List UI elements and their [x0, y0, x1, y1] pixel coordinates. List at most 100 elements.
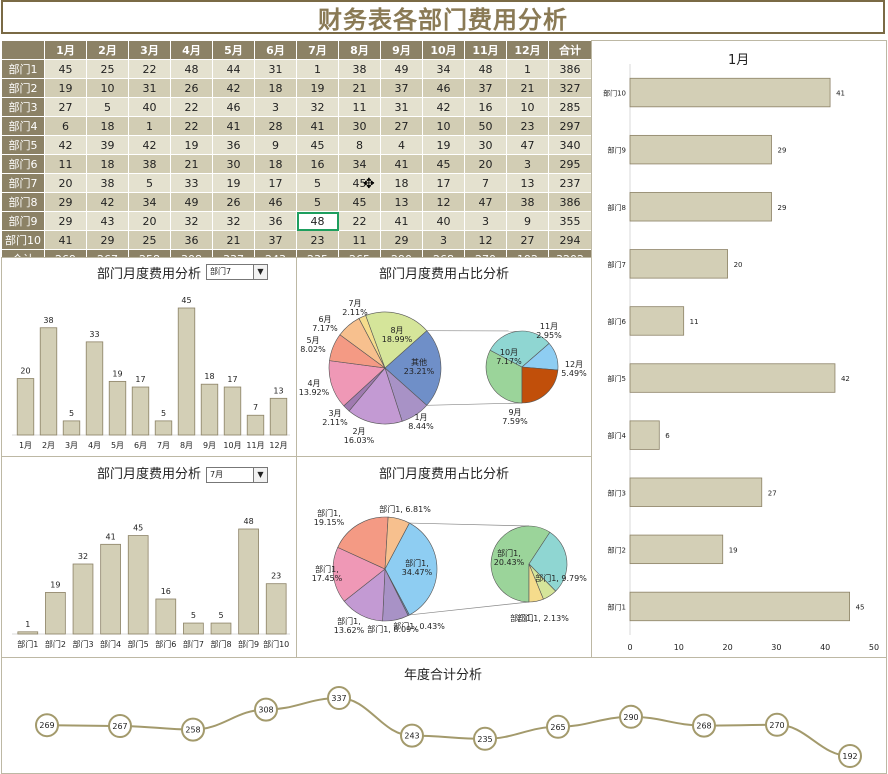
table-cell[interactable]: 19: [422, 135, 465, 155]
table-cell[interactable]: 49: [170, 192, 213, 212]
table-cell[interactable]: 50: [464, 116, 507, 136]
table-cell[interactable]: 19: [44, 78, 87, 98]
table-cell[interactable]: 41: [380, 211, 423, 231]
row-header[interactable]: 部门9: [1, 211, 45, 231]
table-cell[interactable]: 297: [548, 116, 592, 136]
column-header[interactable]: 10月: [422, 40, 465, 60]
table-cell[interactable]: 13: [506, 173, 549, 193]
table-cell[interactable]: 22: [128, 59, 171, 79]
column-header[interactable]: 3月: [128, 40, 171, 60]
table-cell[interactable]: 41: [44, 230, 87, 250]
table-cell[interactable]: 29: [86, 230, 129, 250]
row-header[interactable]: 部门2: [1, 78, 45, 98]
table-cell[interactable]: 45: [338, 192, 381, 212]
dept-select-dropdown[interactable]: 部门7 ▼: [206, 264, 268, 280]
table-cell[interactable]: 19: [296, 78, 339, 98]
table-cell[interactable]: 20: [44, 173, 87, 193]
table-cell[interactable]: 29: [44, 192, 87, 212]
table-cell[interactable]: 5: [86, 97, 129, 117]
table-cell[interactable]: 42: [44, 135, 87, 155]
table-cell[interactable]: 31: [254, 59, 297, 79]
table-cell[interactable]: 6: [44, 116, 87, 136]
table-cell[interactable]: 13: [380, 192, 423, 212]
table-cell[interactable]: 29: [380, 230, 423, 250]
table-cell[interactable]: 45: [296, 135, 339, 155]
row-header[interactable]: 部门5: [1, 135, 45, 155]
row-header[interactable]: 部门8: [1, 192, 45, 212]
table-cell[interactable]: 18: [86, 154, 129, 174]
column-header[interactable]: 8月: [338, 40, 381, 60]
column-header[interactable]: 1月: [44, 40, 87, 60]
table-cell[interactable]: 10: [86, 78, 129, 98]
table-cell[interactable]: 11: [44, 154, 87, 174]
row-header[interactable]: 部门1: [1, 59, 45, 79]
table-cell[interactable]: 38: [506, 192, 549, 212]
table-cell[interactable]: 237: [548, 173, 592, 193]
table-cell[interactable]: 46: [254, 192, 297, 212]
table-cell[interactable]: 8: [338, 135, 381, 155]
column-header[interactable]: 9月: [380, 40, 423, 60]
table-cell[interactable]: 41: [296, 116, 339, 136]
table-cell[interactable]: 46: [422, 78, 465, 98]
table-cell[interactable]: 20: [464, 154, 507, 174]
table-cell[interactable]: 23: [506, 116, 549, 136]
table-cell[interactable]: 1: [296, 59, 339, 79]
table-cell[interactable]: 29: [44, 211, 87, 231]
table-cell[interactable]: 32: [170, 211, 213, 231]
row-header[interactable]: 部门10: [1, 230, 45, 250]
table-cell[interactable]: 36: [254, 211, 297, 231]
table-cell[interactable]: 9: [254, 135, 297, 155]
table-cell[interactable]: 43: [86, 211, 129, 231]
table-cell[interactable]: 3: [464, 211, 507, 231]
column-header[interactable]: 5月: [212, 40, 255, 60]
table-cell[interactable]: 327: [548, 78, 592, 98]
table-cell[interactable]: 38: [128, 154, 171, 174]
table-cell[interactable]: 27: [506, 230, 549, 250]
row-header[interactable]: 部门6: [1, 154, 45, 174]
table-cell[interactable]: 45: [338, 173, 381, 193]
table-cell[interactable]: 16: [296, 154, 339, 174]
table-cell[interactable]: 42: [86, 192, 129, 212]
table-cell[interactable]: 37: [254, 230, 297, 250]
table-cell[interactable]: 3: [254, 97, 297, 117]
table-cell[interactable]: 25: [86, 59, 129, 79]
table-cell[interactable]: 21: [170, 154, 213, 174]
table-cell[interactable]: 11: [338, 97, 381, 117]
table-cell[interactable]: 9: [506, 211, 549, 231]
table-cell[interactable]: 39: [86, 135, 129, 155]
table-cell[interactable]: 18: [254, 154, 297, 174]
table-cell[interactable]: 16: [464, 97, 507, 117]
table-cell[interactable]: 33: [170, 173, 213, 193]
table-cell[interactable]: 30: [338, 116, 381, 136]
table-cell[interactable]: 37: [464, 78, 507, 98]
table-cell[interactable]: 40: [128, 97, 171, 117]
table-cell[interactable]: 340: [548, 135, 592, 155]
table-cell[interactable]: 10: [422, 116, 465, 136]
table-cell[interactable]: 285: [548, 97, 592, 117]
table-cell[interactable]: 46: [212, 97, 255, 117]
table-cell[interactable]: 3: [506, 154, 549, 174]
table-cell[interactable]: 18: [380, 173, 423, 193]
table-cell[interactable]: 1: [506, 59, 549, 79]
table-cell[interactable]: 48: [170, 59, 213, 79]
column-header[interactable]: 11月: [464, 40, 507, 60]
table-cell[interactable]: 38: [338, 59, 381, 79]
table-cell[interactable]: 21: [212, 230, 255, 250]
column-header[interactable]: 4月: [170, 40, 213, 60]
table-cell[interactable]: 49: [380, 59, 423, 79]
table-cell[interactable]: 12: [422, 192, 465, 212]
chevron-down-icon[interactable]: ▼: [253, 265, 267, 279]
table-cell[interactable]: 30: [212, 154, 255, 174]
table-cell[interactable]: 26: [212, 192, 255, 212]
column-header[interactable]: 7月: [296, 40, 339, 60]
table-cell[interactable]: 41: [380, 154, 423, 174]
table-cell[interactable]: 44: [212, 59, 255, 79]
table-cell[interactable]: 27: [44, 97, 87, 117]
table-cell[interactable]: 45: [422, 154, 465, 174]
table-cell[interactable]: 19: [170, 135, 213, 155]
table-cell[interactable]: 22: [170, 116, 213, 136]
table-cell[interactable]: 19: [212, 173, 255, 193]
table-cell[interactable]: 386: [548, 59, 592, 79]
table-cell[interactable]: 30: [464, 135, 507, 155]
table-cell[interactable]: 22: [338, 211, 381, 231]
